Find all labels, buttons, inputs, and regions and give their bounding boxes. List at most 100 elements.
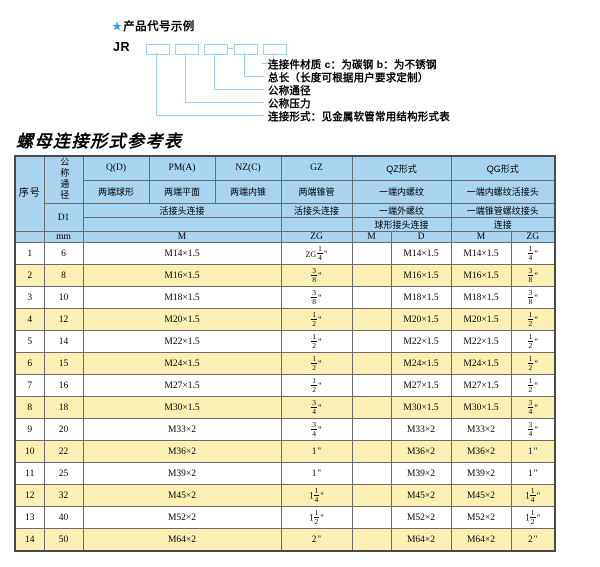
cell-qg-zg: 1 4 " — [510, 242, 556, 265]
cell-seq: 13 — [14, 506, 45, 529]
header-row-5: mm M ZG M D M ZG — [14, 231, 556, 243]
cell-thread-main: M18×1.5 — [82, 286, 282, 309]
header-group-qz: QZ形式 — [351, 155, 452, 181]
cell-qg-zg: 1 2 " — [510, 308, 556, 331]
header-group-nzc: NZ(C) — [214, 155, 282, 181]
product-code-title-text: 产品代号示例 — [123, 21, 195, 33]
header-union-connection-gz: 活接头连接 — [280, 203, 353, 218]
cell-qg-m: M45×2 — [450, 484, 512, 507]
cell-nominal-diameter: 22 — [43, 440, 84, 463]
annotation-connector-material: 连接件材质 c：为碳钢 b：为不锈钢 — [268, 59, 437, 71]
cell-thread-main: M30×1.5 — [82, 396, 282, 419]
code-box-4 — [234, 44, 258, 55]
leader-line-material-h — [262, 63, 274, 64]
cell-thread-main: M14×1.5 — [82, 242, 282, 265]
spec-table-container: 序号 公称通径 Q(D) PM(A) NZ(C) GZ QZ形式 QG形式 两端… — [14, 155, 556, 552]
cell-qg-m: M30×1.5 — [450, 396, 512, 419]
cell-qg-zg: 3 4 " — [510, 418, 556, 441]
cell-gz-zg: 3 4 " — [280, 396, 353, 419]
table-row: 6 15 M24×1.5 1 2 " M24×1.5 M24×1.5 1 2 " — [14, 352, 556, 375]
cell-qg-zg: 1 2 " — [510, 330, 556, 353]
cell-thread-main: M27×1.5 — [82, 374, 282, 397]
cell-qz-m — [351, 286, 392, 309]
header-row-3: D1 活接头连接 活接头连接 一端外螺纹 一端锥管螺纹接头 — [15, 203, 556, 232]
table-row: 11 25 M39×2 1" M39×2 M39×2 1" — [14, 462, 556, 485]
cell-qz-d: M45×2 — [390, 484, 452, 507]
table-row: 14 50 M64×2 2" M64×2 M64×2 2" — [14, 528, 556, 552]
cell-seq: 6 — [14, 352, 45, 375]
leader-line-length-v — [244, 53, 245, 76]
cell-qz-m — [351, 242, 392, 265]
table-row: 4 12 M20×1.5 1 2 " M20×1.5 M20×1.5 1 2 " — [14, 308, 556, 331]
product-code-diagram: ★产品代号示例 JR 连接件材质 c：为碳钢 b：为不锈钢 总长（长度可根据用户… — [0, 0, 600, 128]
cell-nominal-diameter: 20 — [43, 418, 84, 441]
cell-qg-zg: 1 2 " — [510, 374, 556, 397]
cell-seq: 7 — [14, 374, 45, 397]
cell-gz-zg: ZG 1 4 " — [280, 242, 353, 265]
header-sub-m-qz: M — [351, 231, 392, 243]
cell-qz-m — [351, 396, 392, 419]
cell-qg-m: M14×1.5 — [450, 242, 512, 265]
table-row: 5 14 M22×1.5 1 2 " M22×1.5 M22×1.5 1 2 " — [14, 330, 556, 353]
cell-qz-d: M27×1.5 — [390, 374, 452, 397]
table-row: 10 22 M36×2 1" M36×2 M36×2 1" — [14, 440, 556, 463]
cell-qg-zg: 1 1 2 " — [510, 506, 556, 529]
leader-line-pressure-h — [185, 102, 264, 103]
cell-gz-zg: 3 8 " — [280, 264, 353, 287]
cell-qz-m — [351, 418, 392, 441]
header-sub-zg-gz: ZG — [280, 231, 353, 243]
cell-nominal-diameter: 25 — [43, 462, 84, 485]
cell-seq: 4 — [14, 308, 45, 331]
cell-qz-d: M18×1.5 — [390, 286, 452, 309]
cell-seq: 11 — [14, 462, 45, 485]
cell-gz-zg: 1 2 " — [280, 352, 353, 375]
cell-nominal-diameter: 16 — [43, 374, 84, 397]
cell-qz-d: M22×1.5 — [390, 330, 452, 353]
cell-qz-d: M20×1.5 — [390, 308, 452, 331]
leader-line-conn-v — [156, 53, 157, 115]
leader-line-conn-h — [156, 115, 264, 116]
cell-qz-m — [351, 528, 392, 552]
cell-gz-zg: 1 2 " — [280, 330, 353, 353]
cell-qz-m — [351, 506, 392, 529]
cell-qz-d: M30×1.5 — [390, 396, 452, 419]
cell-qg-m: M33×2 — [450, 418, 512, 441]
cell-seq: 12 — [14, 484, 45, 507]
annotation-nominal-pressure: 公称压力 — [268, 98, 311, 110]
header-row-1: 序号 公称通径 Q(D) PM(A) NZ(C) GZ QZ形式 QG形式 — [14, 155, 556, 232]
header-row-4: 球形接头连接 连接 — [15, 217, 556, 232]
table-row: 13 40 M52×2 1 1 2 " M52×2 M52×2 1 1 2 " — [14, 506, 556, 529]
table-row: 8 18 M30×1.5 3 4 " M30×1.5 M30×1.5 3 4 " — [14, 396, 556, 419]
header-taper-thread-joint: 一端锥管螺纹接头 — [450, 203, 556, 218]
cell-qz-m — [351, 352, 392, 375]
table-title: 螺母连接形式参考表 — [16, 132, 183, 151]
cell-seq: 5 — [14, 330, 45, 353]
cell-seq: 10 — [14, 440, 45, 463]
cell-gz-zg: 1" — [280, 440, 353, 463]
cell-thread-main: M16×1.5 — [82, 264, 282, 287]
cell-qz-m — [351, 374, 392, 397]
cell-qg-m: M18×1.5 — [450, 286, 512, 309]
cell-qz-d: M16×1.5 — [390, 264, 452, 287]
cell-qg-m: M64×2 — [450, 528, 512, 552]
cell-thread-main: M33×2 — [82, 418, 282, 441]
cell-nominal-diameter: 14 — [43, 330, 84, 353]
header-sub-zg-qg: ZG — [510, 231, 556, 243]
header-ball-joint-connection: 球形接头连接 — [351, 217, 452, 232]
cell-gz-zg: 2" — [280, 528, 353, 552]
cell-nominal-diameter: 8 — [43, 264, 84, 287]
header-sub-d-qz: D — [390, 231, 452, 243]
cell-qg-m: M36×2 — [450, 440, 512, 463]
header-desc-qz: 一端内螺纹 — [351, 179, 452, 205]
cell-qg-m: M16×1.5 — [450, 264, 512, 287]
header-union-connection: 活接头连接 — [82, 203, 282, 218]
cell-qg-zg: 1" — [510, 440, 556, 463]
annotation-total-length: 总长（长度可根据用户要求定制） — [268, 72, 429, 84]
cell-nominal-diameter: 10 — [43, 286, 84, 309]
cell-thread-main: M39×2 — [82, 462, 282, 485]
cell-qz-d: M14×1.5 — [390, 242, 452, 265]
table-row: 12 32 M45×2 1 1 4 " M45×2 M45×2 1 1 4 " — [14, 484, 556, 507]
cell-qg-m: M52×2 — [450, 506, 512, 529]
header-desc-gz: 两端锥管 — [280, 179, 353, 205]
cell-seq: 3 — [14, 286, 45, 309]
